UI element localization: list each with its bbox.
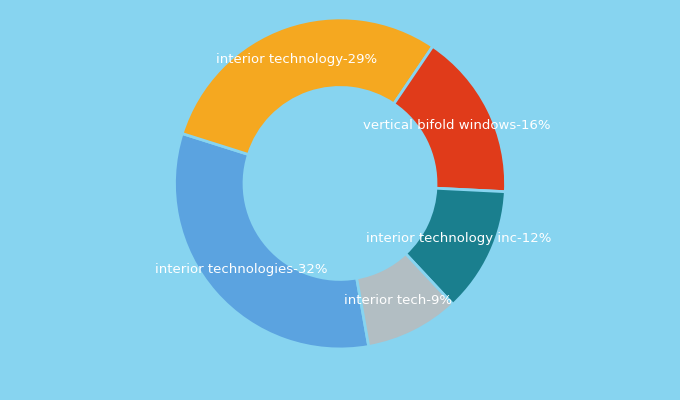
Text: vertical bifold windows-16%: vertical bifold windows-16% [363,118,551,132]
Wedge shape [394,46,505,192]
Wedge shape [405,188,505,304]
Wedge shape [357,254,453,346]
Wedge shape [182,18,432,154]
Wedge shape [175,134,369,349]
Text: interior technology inc-12%: interior technology inc-12% [366,232,551,245]
Text: interior technology-29%: interior technology-29% [216,54,377,66]
Text: interior tech-9%: interior tech-9% [344,294,452,307]
Text: interior technologies-32%: interior technologies-32% [156,263,328,276]
